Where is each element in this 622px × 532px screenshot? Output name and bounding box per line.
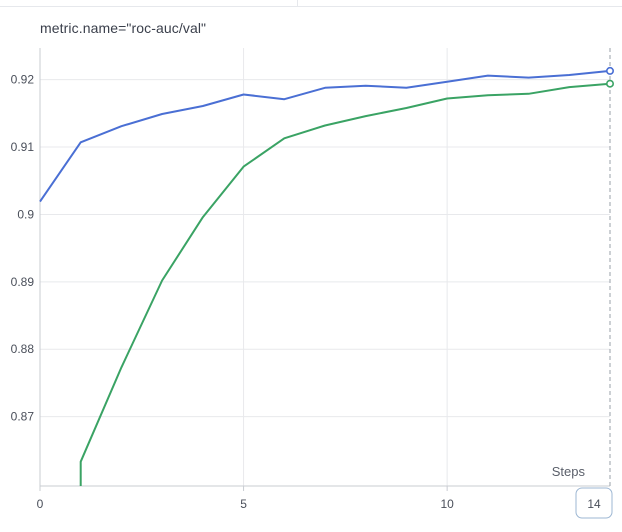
panel-top-border	[0, 0, 622, 7]
y-tick-label: 0.91	[11, 140, 35, 154]
y-tick-label: 0.87	[11, 410, 35, 424]
x-tick-label: 10	[440, 497, 454, 511]
y-tick-label: 0.9	[17, 207, 34, 221]
x-axis-label: Steps	[552, 464, 586, 479]
panel-divider	[297, 0, 298, 6]
y-tick-label: 0.89	[11, 275, 35, 289]
series-lines	[39, 66, 614, 486]
series-line-1[interactable]	[39, 69, 611, 203]
x-tick-label: 5	[240, 497, 247, 511]
x-tick-labels: 0 5 10	[37, 497, 454, 511]
axes	[39, 48, 611, 487]
y-tick-label: 0.92	[11, 73, 35, 87]
x-tick-label: 0	[37, 497, 44, 511]
y-tick-labels: 0.87 0.88 0.89 0.9 0.91 0.92	[11, 73, 35, 424]
grid-lines	[39, 48, 610, 491]
series-line-2[interactable]	[79, 82, 611, 486]
hover-step-badge: 14	[575, 487, 613, 519]
hover-step-label: 14	[587, 497, 601, 511]
y-tick-label: 0.88	[11, 342, 35, 356]
series-endpoint-marker[interactable]	[605, 66, 614, 75]
series-endpoint-marker[interactable]	[605, 79, 614, 88]
panel-title: metric.name="roc-auc/val"	[40, 20, 207, 36]
